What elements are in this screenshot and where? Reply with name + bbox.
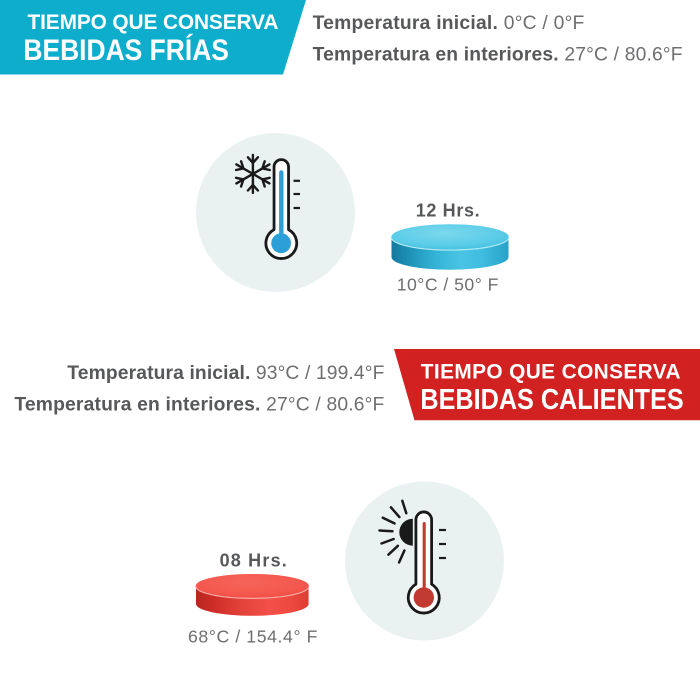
svg-text:Temperatura en interiores. 27°: Temperatura en interiores. 27°C / 80.6°F [14,395,384,416]
svg-text:TIEMPO QUE CONSERVA: TIEMPO QUE CONSERVA [28,11,279,34]
svg-text:TIEMPO QUE CONSERVA: TIEMPO QUE CONSERVA [421,360,681,383]
svg-text:68°C / 154.4° F: 68°C / 154.4° F [188,626,318,646]
svg-text:Temperatura inicial. 93°C / 19: Temperatura inicial. 93°C / 199.4°F [67,363,384,384]
svg-text:08 Hrs.: 08 Hrs. [220,551,288,571]
svg-text:BEBIDAS FRÍAS: BEBIDAS FRÍAS [23,33,229,66]
svg-text:Temperatura en interiores. 27°: Temperatura en interiores. 27°C / 80.6°F [313,44,683,65]
svg-text:BEBIDAS CALIENTES: BEBIDAS CALIENTES [420,384,683,416]
svg-text:10°C / 50° F: 10°C / 50° F [397,275,499,295]
svg-text:Temperatura inicial. 0°C / 0°F: Temperatura inicial. 0°C / 0°F [313,13,585,34]
svg-text:12 Hrs.: 12 Hrs. [416,200,481,220]
